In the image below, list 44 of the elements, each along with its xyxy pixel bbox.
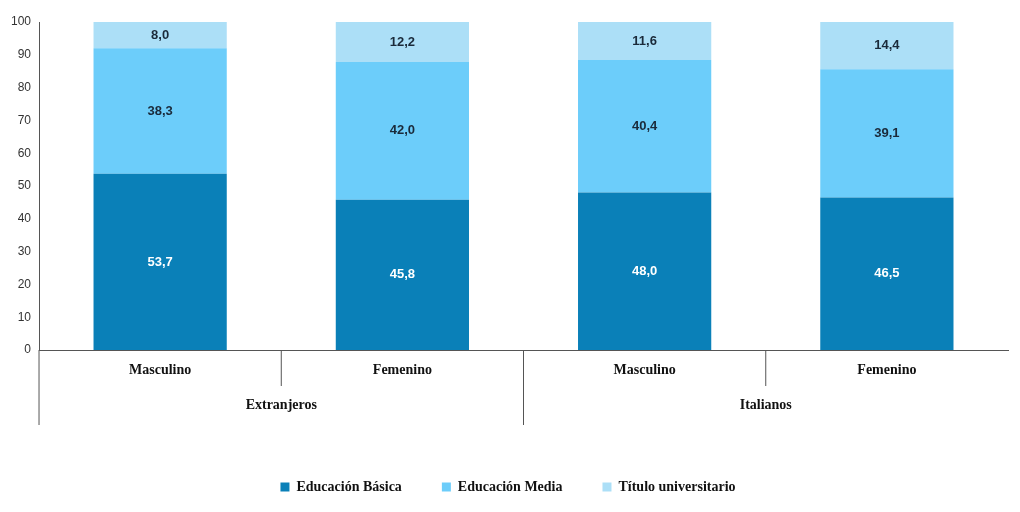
data-label: 8,0 [151,26,170,42]
x-tick-label: Femenino [372,362,432,378]
bar [335,199,470,350]
bar [578,22,712,61]
x-tick-label: Femenino [857,362,917,378]
y-tick-label: 70 [17,112,32,127]
y-tick-label: 20 [17,276,32,291]
y-tick-label: 0 [24,342,32,357]
y-tick-label: 90 [17,47,32,62]
data-label: 12,2 [389,33,416,49]
data-label: 11,6 [632,32,657,48]
data-label: 48,0 [631,262,658,278]
bar [820,22,954,70]
bar [93,173,227,350]
bar [93,48,227,174]
x-tick-label: Masculino [613,362,676,378]
data-label: 14,4 [874,37,901,53]
bar [335,22,470,63]
bar [578,192,712,350]
x-tick-label: Masculino [129,362,192,378]
legend-label: Educación Básica [296,478,402,494]
text: Italianos [739,396,793,412]
legend-label: Educación Media [457,478,563,494]
y-tick-label: 60 [17,145,32,160]
data-label: 39,1 [874,124,900,140]
bar [93,22,227,49]
data-label: 42,0 [389,122,416,138]
bar [820,197,954,350]
y-tick-label: 30 [17,243,32,258]
bar [820,69,954,198]
y-tick-label: 80 [17,79,32,94]
bar [578,60,712,193]
data-label: 46,5 [874,265,900,281]
legend-label: Título universitario [618,478,736,494]
text: Extranjeros [245,396,318,412]
bar [335,62,470,200]
data-label: 53,7 [147,253,173,269]
data-label: 40,4 [631,117,659,133]
data-label: 38,3 [147,102,173,118]
data-label: 45,8 [389,266,416,282]
y-tick-label: 100 [10,14,32,29]
y-tick-label: 40 [17,211,32,226]
y-tick-label: 50 [17,178,32,193]
y-tick-label: 10 [17,309,32,324]
